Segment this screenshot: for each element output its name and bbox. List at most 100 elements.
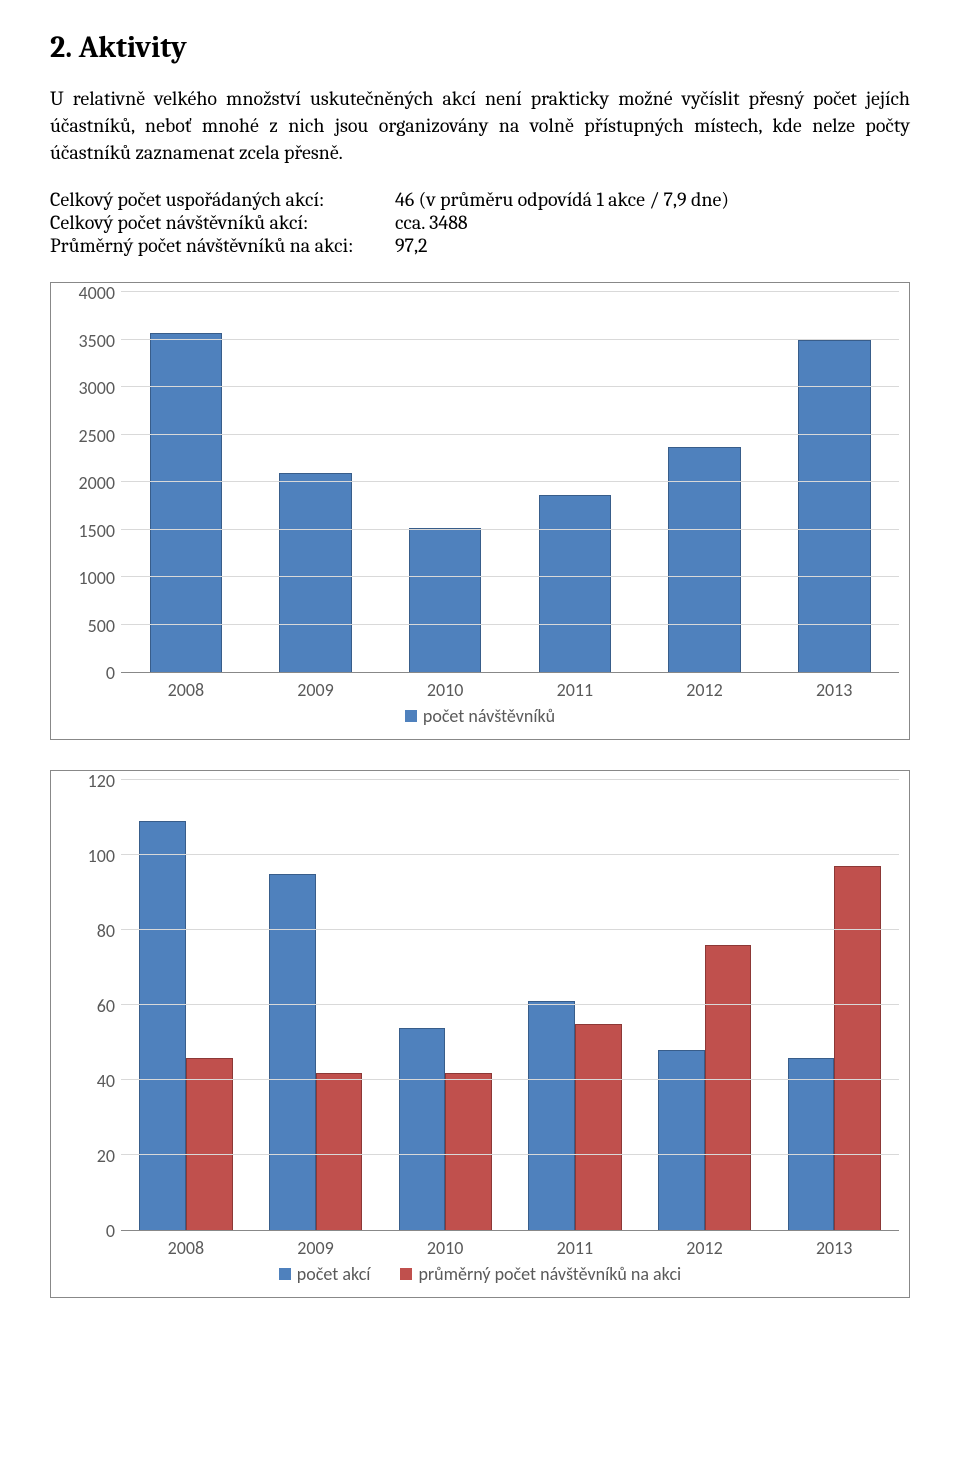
stat-label: Celkový počet uspořádaných akcí: <box>50 188 395 211</box>
chart-plot <box>121 781 899 1231</box>
chart-plot-area: 05001000150020002500300035004000 <box>61 293 899 673</box>
stat-label: Celkový počet návštěvníků akcí: <box>50 211 395 234</box>
chart-bar-slot <box>251 874 381 1230</box>
stats-block: Celkový počet uspořádaných akcí: 46 (v p… <box>50 188 910 257</box>
chart-bar-slot <box>380 1028 510 1231</box>
chart-bar <box>528 1001 575 1230</box>
chart-plot <box>121 293 899 673</box>
chart-y-tick-label: 20 <box>97 1145 115 1167</box>
chart-x-tick-label: 2008 <box>121 1237 251 1259</box>
chart-y-tick-label: 2000 <box>79 472 116 494</box>
chart-bar <box>139 821 186 1230</box>
document-page: 2. Aktivity U relativně velkého množství… <box>0 0 960 1368</box>
chart-bar <box>150 333 223 672</box>
chart-y-tick-label: 4000 <box>79 282 116 304</box>
chart-bar <box>445 1073 492 1231</box>
chart-gridline <box>121 339 899 340</box>
chart-bar <box>279 473 352 673</box>
chart-gridline <box>121 576 899 577</box>
stat-label: Průměrný počet návštěvníků na akci: <box>50 234 395 257</box>
chart-x-tick-label: 2009 <box>251 679 381 701</box>
chart-legend: počet návštěvníků <box>61 705 899 727</box>
stat-value: cca. 3488 <box>395 211 910 234</box>
legend-swatch <box>405 710 417 722</box>
chart-bar <box>399 1028 446 1231</box>
legend-swatch <box>400 1268 412 1280</box>
legend-item: počet návštěvníků <box>405 705 555 727</box>
chart-x-tick-label: 2010 <box>380 679 510 701</box>
chart-x-tick-label: 2011 <box>510 1237 640 1259</box>
chart-bar <box>705 945 752 1230</box>
chart-bar <box>539 495 612 672</box>
legend-label: průměrný počet návštěvníků na akci <box>418 1263 681 1285</box>
chart-bar <box>658 1050 705 1230</box>
chart-bar <box>575 1024 622 1230</box>
chart-bar <box>788 1058 835 1231</box>
chart-x-tick-label: 2013 <box>769 1237 899 1259</box>
chart-bar-slot <box>769 866 899 1230</box>
chart-bar <box>798 340 871 672</box>
chart-gridline <box>121 854 899 855</box>
chart-y-tick-label: 3000 <box>79 377 116 399</box>
chart-y-tick-label: 0 <box>106 1220 115 1242</box>
chart-y-tick-label: 40 <box>97 1070 115 1092</box>
chart-gridline <box>121 624 899 625</box>
chart-gridline <box>121 1004 899 1005</box>
chart-bars <box>121 293 899 672</box>
chart-visitors: 05001000150020002500300035004000 2008200… <box>50 282 910 740</box>
chart-x-tick-label: 2012 <box>640 679 770 701</box>
chart-x-axis: 200820092010201120122013 <box>121 1237 899 1259</box>
chart-bar-slot <box>251 473 381 673</box>
legend-label: počet návštěvníků <box>423 705 555 727</box>
chart-y-axis: 05001000150020002500300035004000 <box>61 293 121 673</box>
chart-y-tick-label: 0 <box>106 662 115 684</box>
chart-y-tick-label: 120 <box>88 770 115 792</box>
chart-y-tick-label: 1500 <box>79 520 116 542</box>
chart-bar-slot <box>510 495 640 672</box>
chart-bar <box>409 528 482 672</box>
chart-y-tick-label: 80 <box>97 920 115 942</box>
chart-x-tick-label: 2013 <box>769 679 899 701</box>
chart-x-tick-label: 2009 <box>251 1237 381 1259</box>
chart-bar-slot <box>769 340 899 672</box>
chart-gridline <box>121 481 899 482</box>
chart-gridline <box>121 434 899 435</box>
chart-y-axis: 020406080100120 <box>61 781 121 1231</box>
chart-x-tick-label: 2010 <box>380 1237 510 1259</box>
chart-bar <box>834 866 881 1230</box>
chart-bar-slot <box>121 821 251 1230</box>
chart-x-tick-label: 2012 <box>640 1237 770 1259</box>
chart-plot-area: 020406080100120 <box>61 781 899 1231</box>
chart-gridline <box>121 1079 899 1080</box>
chart-y-tick-label: 500 <box>88 615 115 637</box>
chart-bar <box>186 1058 233 1231</box>
chart-y-tick-label: 60 <box>97 995 115 1017</box>
stat-value: 46 (v průměru odpovídá 1 akce / 7,9 dne) <box>395 188 910 211</box>
chart-gridline <box>121 529 899 530</box>
stat-value: 97,2 <box>395 234 910 257</box>
chart-bar-slot <box>510 1001 640 1230</box>
stat-row: Průměrný počet návštěvníků na akci: 97,2 <box>50 234 910 257</box>
chart-gridline <box>121 291 899 292</box>
chart-y-tick-label: 3500 <box>79 330 116 352</box>
legend-swatch <box>279 1268 291 1280</box>
chart-bars <box>121 781 899 1230</box>
section-heading: 2. Aktivity <box>50 30 910 65</box>
chart-legend: počet akcí průměrný počet návštěvníků na … <box>61 1263 899 1285</box>
chart-y-tick-label: 1000 <box>79 567 116 589</box>
chart-gridline <box>121 386 899 387</box>
chart-bar <box>269 874 316 1230</box>
stat-row: Celkový počet návštěvníků akcí: cca. 348… <box>50 211 910 234</box>
chart-bar-slot <box>380 528 510 672</box>
chart-gridline <box>121 779 899 780</box>
legend-item: počet akcí <box>279 1263 371 1285</box>
chart-bar-slot <box>121 333 251 672</box>
chart-actions-vs-avg: 0 20 40 60 80 100 120 200820092010201120122013… <box>50 770 910 1298</box>
chart-gridline <box>121 1154 899 1155</box>
chart-bar-slot <box>640 945 770 1230</box>
chart-x-tick-label: 2008 <box>121 679 251 701</box>
stat-row: Celkový počet uspořádaných akcí: 46 (v p… <box>50 188 910 211</box>
legend-item: průměrný počet návštěvníků na akci <box>400 1263 681 1285</box>
chart-y-tick-label: 100 <box>88 845 115 867</box>
intro-paragraph: U relativně velkého množství uskutečněný… <box>50 85 910 166</box>
